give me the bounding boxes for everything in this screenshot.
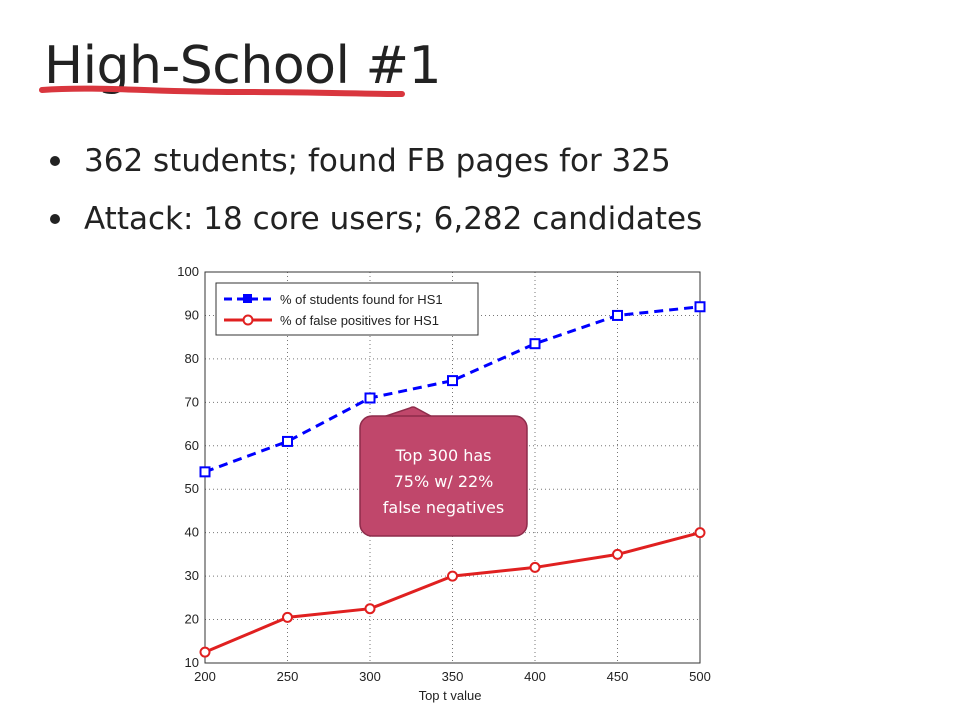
data-point-square [694, 301, 706, 313]
data-point-circle [364, 603, 376, 615]
y-tick-label: 40 [185, 525, 199, 540]
x-tick-label: 500 [689, 669, 711, 684]
y-tick-label: 60 [185, 438, 199, 453]
x-tick-label: 300 [359, 669, 381, 684]
y-tick-label: 20 [185, 612, 199, 627]
data-point-square [529, 338, 541, 350]
series-layer [199, 301, 706, 658]
y-tick-label: 50 [185, 481, 199, 496]
legend-marker-square-icon [243, 294, 252, 303]
bullet-list: 362 students; found FB pages for 325 Att… [50, 132, 702, 248]
x-axis-label: Top t value [419, 688, 482, 703]
data-point-circle [447, 570, 458, 582]
slide-title: High-School #1 [44, 36, 442, 96]
line-chart: 10 20 30 40 50 60 70 80 90 100 200 250 300 350 400 450 5… [177, 264, 711, 703]
legend-label-false-positives: % of false positives for HS1 [280, 313, 439, 328]
title-underline [39, 85, 405, 97]
data-point-circle [529, 561, 541, 573]
bullet-item: Attack: 18 core users; 6,282 candidates [50, 190, 702, 248]
callout-line-3: false negatives [383, 498, 504, 517]
legend-label-students: % of students found for HS1 [280, 292, 443, 307]
callout-bubble: Top 300 has 75% w/ 22% false negatives [359, 406, 528, 537]
y-tick-label: 70 [185, 394, 199, 409]
bullet-dot-icon [50, 156, 60, 166]
callout-line-1: Top 300 has [395, 446, 492, 465]
bullet-item: 362 students; found FB pages for 325 [50, 132, 702, 190]
data-point-square [364, 392, 376, 404]
data-point-square [282, 435, 293, 447]
data-point-circle [694, 527, 706, 539]
y-tick-label: 100 [177, 264, 199, 279]
bullet-dot-icon [50, 214, 60, 224]
data-point-square [612, 309, 623, 321]
y-tick-label: 30 [185, 568, 199, 583]
legend-box [215, 282, 479, 336]
bullet-text: Attack: 18 core users; 6,282 candidates [84, 201, 703, 237]
data-point-circle [199, 646, 211, 658]
x-tick-label: 350 [442, 669, 464, 684]
x-tick-label: 400 [524, 669, 546, 684]
bullet-text: 362 students; found FB pages for 325 [84, 143, 671, 179]
legend-marker-circle-icon [242, 314, 254, 326]
callout-line-2: 75% w/ 22% [394, 472, 494, 491]
axis-ticks: 10 20 30 40 50 60 70 80 90 100 200 250 300 350 400 450 5… [177, 264, 711, 684]
y-tick-label: 80 [185, 351, 199, 366]
chart-legend: % of students found for HS1 % of false p… [215, 282, 479, 336]
data-point-square [447, 375, 458, 387]
data-point-circle [612, 548, 623, 560]
y-tick-label: 10 [185, 655, 199, 670]
data-point-circle [282, 611, 293, 623]
data-point-square [199, 466, 211, 478]
x-tick-label: 250 [277, 669, 299, 684]
x-tick-label: 450 [607, 669, 629, 684]
y-tick-label: 90 [185, 307, 199, 322]
x-tick-label: 200 [194, 669, 216, 684]
callout-box [359, 415, 528, 537]
